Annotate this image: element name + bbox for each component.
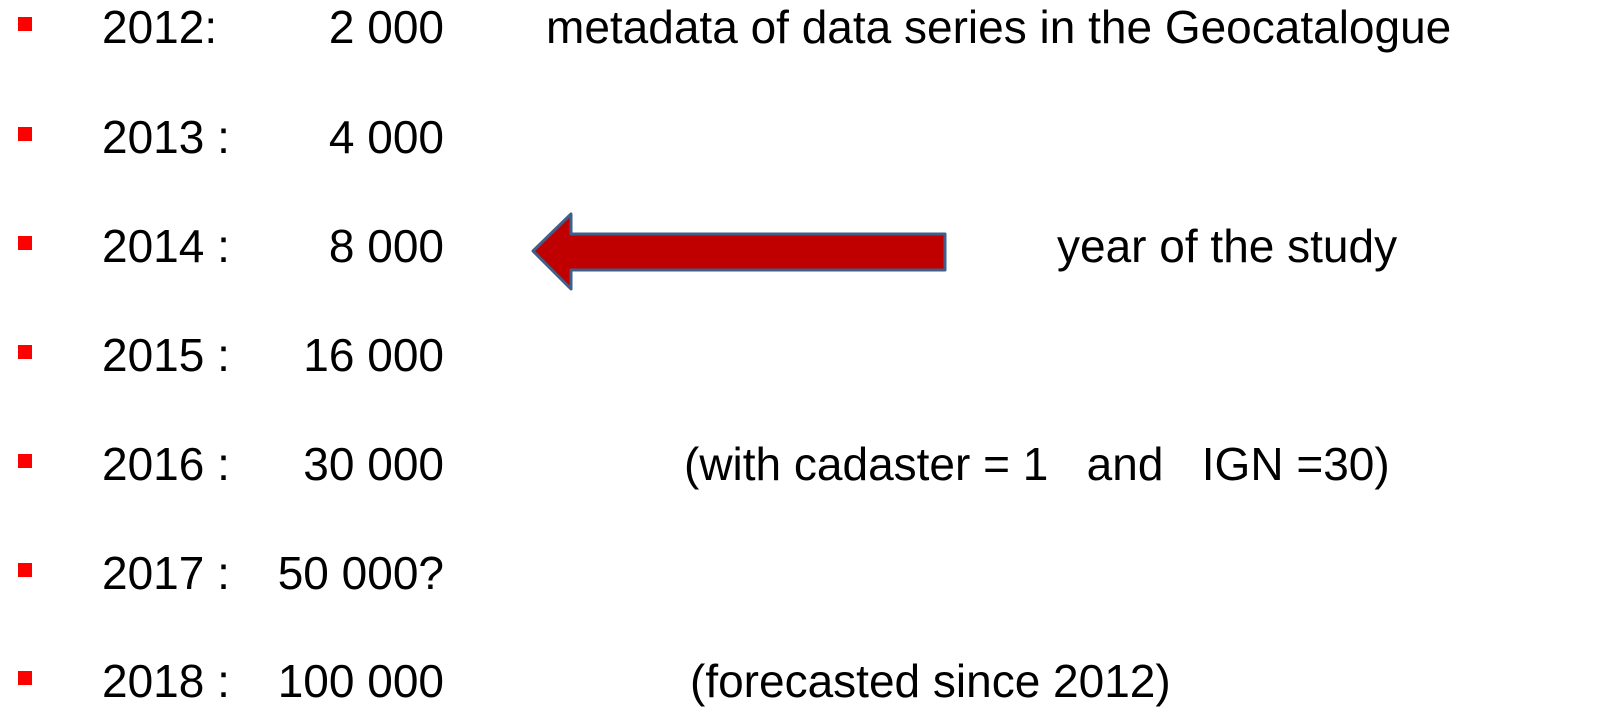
- arrow: [531, 212, 947, 291]
- bullet: [18, 17, 32, 31]
- bullet: [18, 454, 32, 468]
- note: (forecasted since 2012): [690, 655, 1171, 707]
- count: 2 000: [328, 1, 444, 53]
- bullet: [18, 563, 32, 577]
- count: 8 000: [328, 220, 444, 272]
- year: 2016 :: [102, 438, 230, 490]
- bullet: [18, 127, 32, 141]
- year: 2015 :: [102, 329, 230, 381]
- count: 16 000: [303, 329, 444, 381]
- count: 100 000: [277, 655, 444, 707]
- year: 2013 :: [102, 111, 230, 163]
- count: 30 000: [303, 438, 444, 490]
- bullet: [18, 236, 32, 250]
- year: 2018 :: [102, 655, 230, 707]
- year: 2012:: [102, 1, 218, 53]
- count: 50 000?: [277, 547, 444, 599]
- bullet: [18, 671, 32, 685]
- count: 4 000: [328, 111, 444, 163]
- year: 2014 :: [102, 220, 230, 272]
- note: (with cadaster = 1 and IGN =30): [684, 438, 1390, 490]
- year: 2017 :: [102, 547, 230, 599]
- note: year of the study: [1057, 220, 1398, 272]
- note: metadata of data series in the Geocatalo…: [546, 1, 1452, 53]
- bullet: [18, 345, 32, 359]
